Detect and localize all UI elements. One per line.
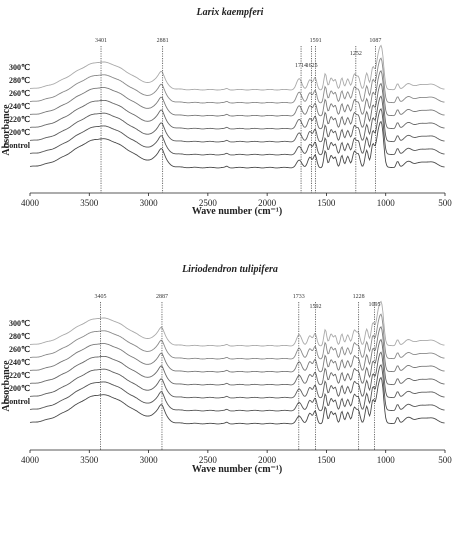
series-line-240℃ [29, 82, 445, 130]
series-label: 240℃ [9, 102, 30, 111]
peak-label: 3401 [95, 38, 107, 44]
chart-panel-1: Larix kaempferi 300℃ 280℃ 260℃ 240℃ 220℃ 200℃ C… [1, 7, 452, 217]
series-label: 260℃ [9, 89, 30, 98]
chart-panel-2: Liriodendron tulipifera 300℃ 280℃ 260℃ 240℃ 2… [1, 264, 452, 475]
peak-label: 1733 [293, 294, 305, 300]
peak-label: 1591 [310, 38, 322, 44]
x-tick-label: 500 [438, 455, 452, 465]
series-label: 280℃ [9, 76, 30, 85]
peak-label: 1714 [295, 63, 307, 69]
series-labels: 300℃ 280℃ 260℃ 240℃ 220℃ 200℃ Control [3, 63, 30, 150]
spectra [29, 44, 445, 169]
peak-label: 1592 [310, 304, 322, 310]
x-tick-label: 3000 [140, 198, 159, 208]
series-line-200℃ [29, 364, 445, 412]
x-tick-label: 2000 [258, 198, 277, 208]
y-axis-label: Absorbance [1, 360, 12, 412]
series-label: 200℃ [9, 128, 30, 137]
spectra [29, 300, 445, 425]
x-tick-label: 1000 [377, 198, 396, 208]
y-axis-label: Absorbance [1, 104, 12, 156]
series-label: 200℃ [9, 384, 30, 393]
x-tick-label: 2500 [199, 455, 218, 465]
x-tick-label: 2000 [258, 455, 277, 465]
x-tick-label: 500 [438, 198, 452, 208]
series-line-280℃ [29, 313, 445, 360]
peak-label: 1228 [353, 294, 365, 300]
series-line-Control [29, 376, 445, 425]
x-tick-label: 4000 [21, 198, 40, 208]
series-line-220℃ [29, 351, 445, 399]
x-tick-label: 1500 [317, 455, 336, 465]
x-tick-label: 2500 [199, 198, 218, 208]
series-label: 260℃ [9, 345, 30, 354]
series-line-260℃ [29, 70, 445, 117]
chart-title: Liriodendron tulipifera [181, 264, 278, 275]
series-label: 300℃ [9, 63, 30, 72]
series-label: 240℃ [9, 358, 30, 367]
peak-label: 1252 [350, 51, 362, 57]
series-line-280℃ [29, 57, 445, 104]
peak-label: 1625 [306, 63, 318, 69]
x-tick-label: 3500 [80, 198, 99, 208]
peak-label: 3405 [95, 294, 107, 300]
x-tick-label: 4000 [21, 455, 40, 465]
x-axis: 4000 3500 3000 2500 2000 1500 1000 500 [21, 192, 452, 208]
x-tick-label: 3500 [80, 455, 99, 465]
x-axis: 4000 3500 3000 2500 2000 1500 1000 500 [21, 449, 452, 465]
series-line-200℃ [29, 108, 445, 156]
series-label: Control [3, 397, 30, 406]
x-tick-label: 3000 [140, 455, 159, 465]
series-line-260℃ [29, 326, 445, 373]
peak-label: 2887 [156, 294, 168, 300]
x-tick-label: 1500 [317, 198, 336, 208]
series-label: 280℃ [9, 332, 30, 341]
series-label: 220℃ [9, 371, 30, 380]
series-line-240℃ [29, 338, 445, 386]
x-axis-label: Wave number (cm⁻¹) [192, 464, 282, 475]
peak-label: 2881 [157, 38, 169, 44]
x-tick-label: 1000 [377, 455, 396, 465]
series-line-300℃ [29, 300, 445, 347]
chart-title: Larix kaempferi [196, 7, 264, 18]
x-axis-label: Wave number (cm⁻¹) [192, 206, 282, 217]
series-label: 220℃ [9, 115, 30, 124]
series-label: 300℃ [9, 319, 30, 328]
peak-label: 1087 [369, 38, 381, 44]
series-labels: 300℃ 280℃ 260℃ 240℃ 220℃ 200℃ Control [3, 319, 30, 406]
series-label: Control [3, 141, 30, 150]
peak-label: 1095 [368, 302, 380, 308]
series-line-220℃ [29, 95, 445, 143]
